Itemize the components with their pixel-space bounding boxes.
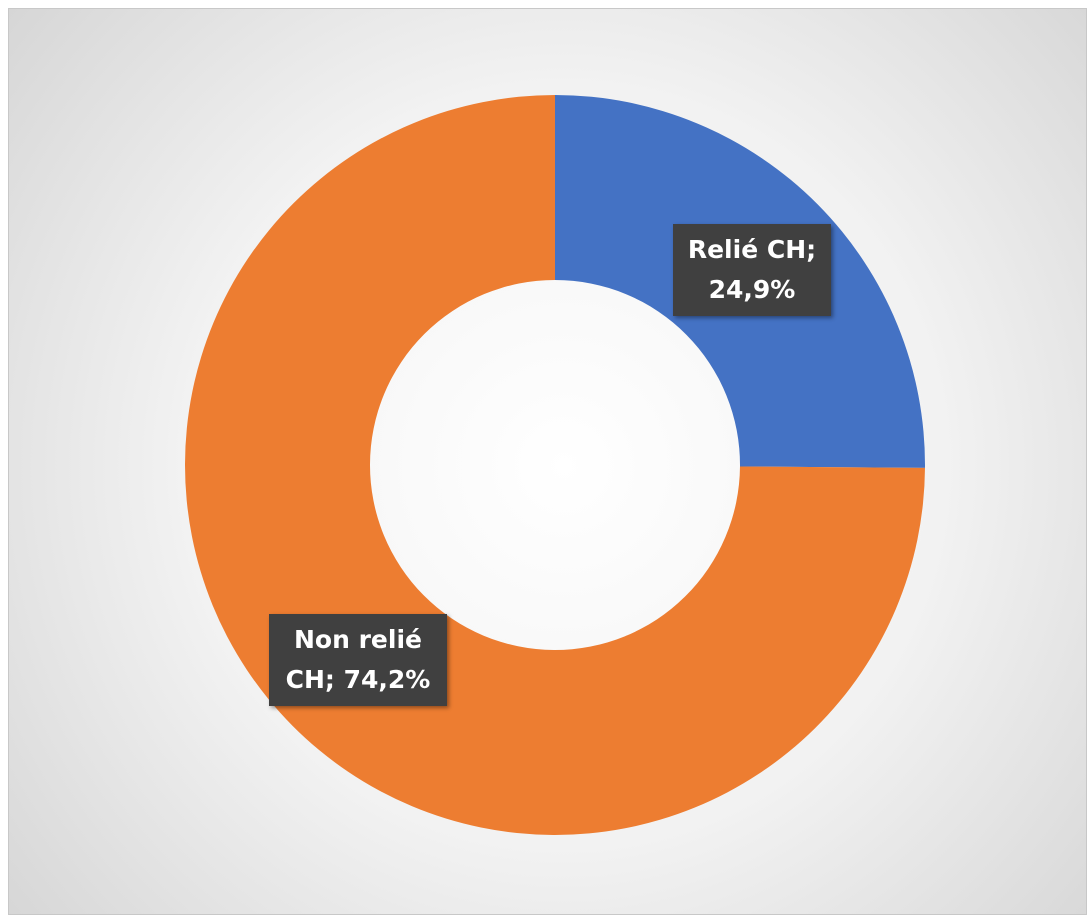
data-label: Non relié CH; 74,2% <box>269 614 447 707</box>
data-label: Relié CH; 24,9% <box>672 223 831 316</box>
